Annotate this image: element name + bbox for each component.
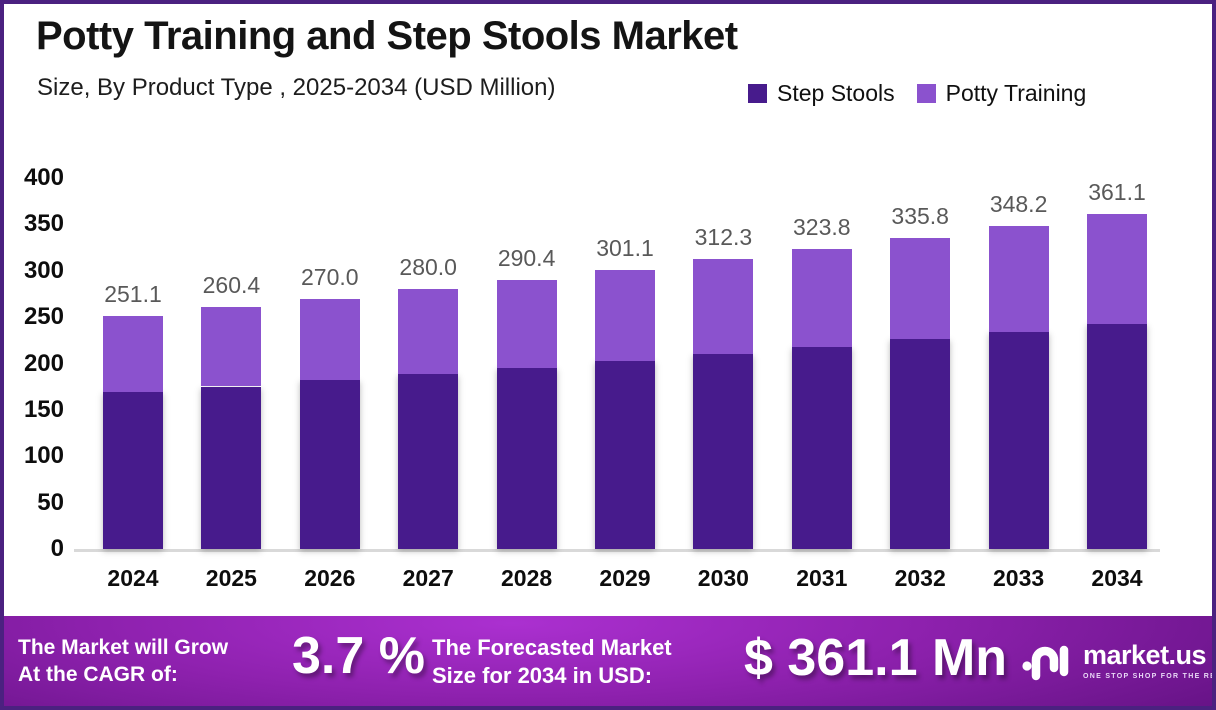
y-axis-tick-label: 400 bbox=[23, 164, 64, 191]
y-axis-tick-label: 250 bbox=[23, 303, 64, 331]
brand-tagline: ONE STOP SHOP FOR THE REPORTS bbox=[1083, 673, 1216, 680]
bar-segment-potty-training bbox=[103, 316, 163, 393]
bar-total-label: 335.8 bbox=[891, 202, 949, 229]
brand-lockup: market.us ONE STOP SHOP FOR THE REPORTS bbox=[1022, 638, 1216, 684]
forecast-value: $ 361.1 Mn bbox=[744, 629, 1008, 687]
y-axis-tick-label: 350 bbox=[23, 210, 64, 238]
bar-segment-step-stools bbox=[890, 339, 951, 549]
bar-segment-step-stools bbox=[496, 367, 557, 549]
bar-segment-potty-training bbox=[496, 279, 557, 368]
x-axis-label: 2025 bbox=[205, 565, 257, 591]
bar-segment-step-stools bbox=[398, 374, 459, 549]
x-axis-label: 2031 bbox=[796, 565, 848, 591]
bar-segment-step-stools bbox=[693, 354, 754, 549]
legend-label-potty-training: Potty Training bbox=[945, 80, 1087, 106]
bar-segment-step-stools bbox=[1087, 323, 1147, 549]
x-axis-label: 2030 bbox=[697, 565, 749, 591]
bar-total-label: 290.4 bbox=[497, 244, 556, 271]
bar-segment-potty-training bbox=[890, 237, 951, 340]
forecast-caption-line2: Size for 2034 in USD: bbox=[432, 663, 653, 688]
bar-total-label: 312.3 bbox=[694, 224, 753, 251]
cagr-value: 3.7 % bbox=[292, 627, 425, 685]
bar-segment-potty-training bbox=[299, 298, 360, 381]
bar-segment-step-stools bbox=[791, 346, 852, 549]
bar-total-label: 348.2 bbox=[989, 191, 1048, 218]
market-us-logo-icon bbox=[1022, 645, 1069, 681]
forecast-caption-line1: The Forecasted Market bbox=[432, 635, 672, 660]
x-axis-label: 2034 bbox=[1091, 565, 1143, 591]
cagr-caption: The Market will Grow At the CAGR of: bbox=[18, 634, 228, 688]
bar-segment-potty-training bbox=[693, 259, 754, 355]
legend-label-step-stools: Step Stools bbox=[777, 80, 895, 106]
bar-segment-potty-training bbox=[791, 248, 852, 347]
bar-total-label: 251.1 bbox=[104, 281, 162, 308]
bar-segment-potty-training bbox=[201, 307, 262, 387]
x-axis-label: 2028 bbox=[501, 565, 553, 591]
bar-total-label: 361.1 bbox=[1088, 179, 1146, 206]
page-title: Potty Training and Step Stools Market bbox=[36, 14, 738, 58]
y-axis-tick-label: 300 bbox=[23, 256, 64, 284]
bar-total-label: 301.1 bbox=[596, 234, 654, 261]
page-subtitle: Size, By Product Type , 2025-2034 (USD M… bbox=[37, 74, 556, 101]
legend: Step Stools Potty Training bbox=[748, 80, 1086, 107]
y-axis-tick-label: 0 bbox=[50, 535, 64, 562]
x-axis-label: 2024 bbox=[107, 565, 159, 591]
bar-total-label: 260.4 bbox=[202, 272, 261, 299]
bar-segment-step-stools bbox=[988, 331, 1049, 549]
x-axis-label: 2032 bbox=[894, 565, 946, 591]
x-axis-label: 2029 bbox=[599, 565, 651, 591]
forecast-caption: The Forecasted Market Size for 2034 in U… bbox=[432, 634, 672, 690]
legend-swatch-potty-training bbox=[916, 84, 936, 103]
footer-banner: The Market will Grow At the CAGR of: 3.7… bbox=[4, 616, 1212, 706]
bar-segment-step-stools bbox=[201, 386, 262, 549]
y-axis-tick-label: 150 bbox=[23, 395, 64, 423]
y-axis-tick-label: 200 bbox=[23, 349, 64, 377]
y-axis-tick-label: 100 bbox=[23, 442, 64, 470]
bar-segment-potty-training bbox=[398, 289, 459, 375]
x-axis-baseline bbox=[74, 549, 1160, 552]
cagr-caption-line1: The Market will Grow bbox=[18, 636, 229, 659]
bar-segment-potty-training bbox=[595, 269, 655, 362]
bar-total-label: 323.8 bbox=[793, 213, 851, 240]
bar-total-label: 280.0 bbox=[399, 254, 457, 281]
x-axis-label: 2027 bbox=[402, 565, 454, 591]
stacked-bar-chart: 0 50 100 150 200 250 300 350 400 251.1 2024 260.4 20… bbox=[4, 4, 1212, 706]
legend-swatch-step-stools bbox=[748, 84, 767, 103]
bar-segment-potty-training bbox=[1087, 214, 1147, 324]
cagr-caption-line2: At the CAGR of: bbox=[18, 663, 178, 686]
bar-segment-potty-training bbox=[988, 226, 1049, 332]
bar-segment-step-stools bbox=[595, 361, 655, 549]
bar-segment-step-stools bbox=[299, 380, 360, 549]
legend-item-step-stools: Step Stools bbox=[748, 80, 895, 107]
brand-name: market.us bbox=[1083, 640, 1207, 670]
bar-segment-step-stools bbox=[103, 392, 163, 549]
bar-total-label: 270.0 bbox=[301, 263, 359, 290]
legend-item-potty-training: Potty Training bbox=[916, 80, 1087, 107]
y-axis-tick-label: 50 bbox=[37, 488, 64, 516]
x-axis-label: 2026 bbox=[304, 565, 356, 591]
x-axis-label: 2033 bbox=[993, 565, 1045, 591]
